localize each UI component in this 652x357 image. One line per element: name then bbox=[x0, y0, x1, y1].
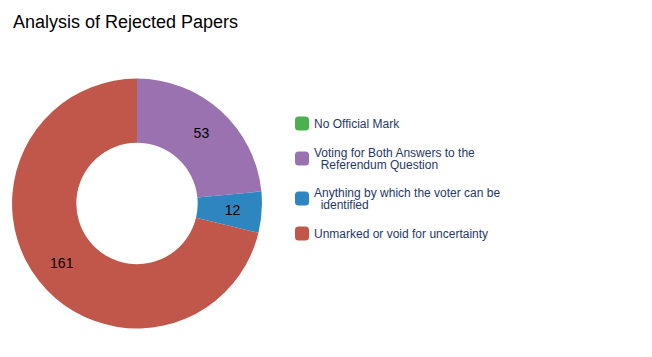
svg-text:12: 12 bbox=[225, 202, 241, 218]
svg-text:Unmarked or void for uncertain: Unmarked or void for uncertainty bbox=[314, 227, 488, 241]
svg-text:161: 161 bbox=[50, 255, 74, 271]
svg-text:Anything by which the voter ca: Anything by which the voter can be bbox=[314, 185, 501, 200]
svg-text:identified: identified bbox=[314, 198, 369, 212]
svg-text:No Official Mark: No Official Mark bbox=[314, 117, 400, 131]
svg-text:Voting for Both Answers to the: Voting for Both Answers to the bbox=[314, 145, 475, 160]
svg-text:Analysis of Rejected Papers: Analysis of Rejected Papers bbox=[13, 12, 238, 32]
svg-text:Referendum Question: Referendum Question bbox=[314, 158, 438, 172]
svg-text:53: 53 bbox=[194, 125, 210, 141]
